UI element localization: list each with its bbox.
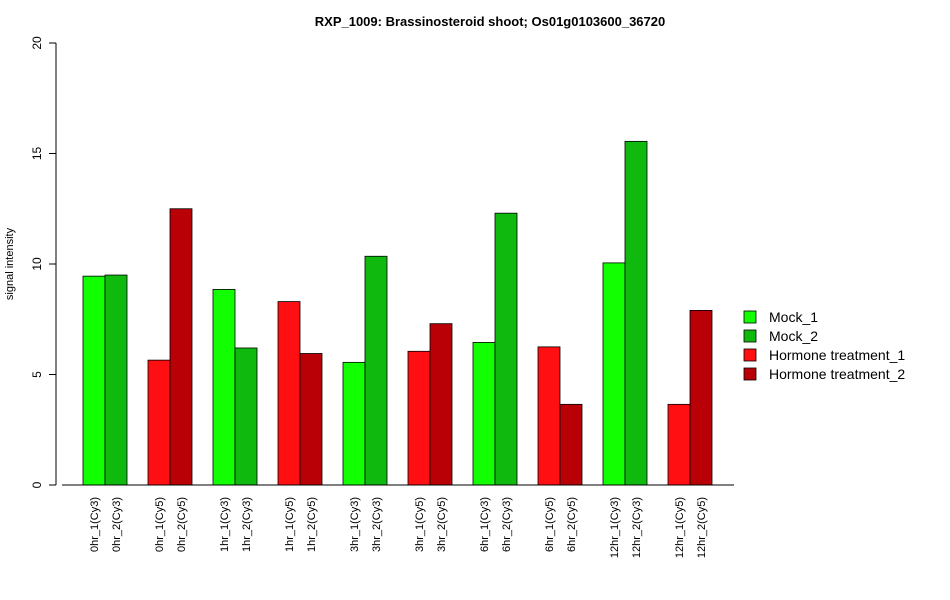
x-tick-label: 12hr_1(Cy5) [674, 497, 686, 558]
bar [472, 342, 496, 486]
bar [537, 346, 561, 486]
bar [559, 403, 583, 486]
bar [169, 208, 193, 486]
legend-swatch [743, 329, 757, 343]
bar [407, 350, 431, 486]
bar [342, 361, 366, 486]
x-tick-label: 12hr_2(Cy5) [696, 497, 708, 558]
x-tick-label: 3hr_2(Cy5) [436, 497, 448, 552]
bar [299, 353, 323, 486]
bar [104, 274, 128, 486]
x-tick-label: 0hr_2(Cy5) [176, 497, 188, 552]
x-tick-label: 3hr_1(Cy5) [414, 497, 426, 552]
category-labels: 0hr_1(Cy3) 0hr_2(Cy3) 0hr_1(Cy5) 0hr_2(Cy5)… [89, 497, 708, 558]
legend: Mock_1 Mock_2 Hormone treatment_1 Hormone t… [743, 309, 905, 382]
y-axis-label: signal intensity [4, 227, 16, 300]
x-tick-label: 0hr_1(Cy5) [154, 497, 166, 552]
bar [364, 255, 388, 486]
bar [624, 140, 648, 486]
bar [602, 262, 626, 486]
x-tick-label: 1hr_2(Cy3) [241, 497, 253, 552]
x-tick-label: 6hr_1(Cy5) [544, 497, 556, 552]
x-tick-label: 12hr_2(Cy3) [631, 497, 643, 558]
legend-label: Hormone treatment_1 [769, 347, 905, 363]
x-tick-label: 3hr_1(Cy3) [349, 497, 361, 552]
y-tick-label: 15 [30, 147, 44, 161]
legend-swatch [743, 348, 757, 362]
y-tick-label: 20 [30, 36, 44, 50]
x-tick-label: 12hr_1(Cy3) [609, 497, 621, 558]
x-tick-label: 1hr_1(Cy5) [284, 497, 296, 552]
x-tick-label: 3hr_2(Cy3) [371, 497, 383, 552]
bar [494, 212, 518, 486]
x-tick-label: 1hr_1(Cy3) [219, 497, 231, 552]
legend-swatch [743, 367, 757, 381]
legend-label: Hormone treatment_2 [769, 366, 905, 382]
y-tick-label: 0 [30, 481, 44, 488]
legend-label: Mock_2 [769, 328, 818, 344]
y-tick-label: 10 [30, 257, 44, 271]
bar [147, 359, 171, 486]
bar [277, 301, 301, 486]
bar [429, 323, 453, 486]
y-tick-label: 5 [30, 371, 44, 378]
chart-title: RXP_1009: Brassinosteroid shoot; Os01g01… [315, 14, 665, 29]
x-tick-label: 6hr_2(Cy3) [501, 497, 513, 552]
x-tick-label: 6hr_2(Cy5) [566, 497, 578, 552]
bar [689, 310, 713, 486]
x-tick-label: 6hr_1(Cy3) [479, 497, 491, 552]
legend-label: Mock_1 [769, 309, 818, 325]
bar [234, 347, 258, 486]
bar [212, 289, 236, 486]
legend-swatch [743, 310, 757, 324]
x-tick-label: 0hr_1(Cy3) [89, 497, 101, 552]
x-tick-label: 1hr_2(Cy5) [306, 497, 318, 552]
y-axis: 0 5 10 15 20 [30, 36, 57, 488]
bar [667, 403, 691, 486]
x-tick-label: 0hr_2(Cy3) [111, 497, 123, 552]
bars-group [82, 140, 713, 486]
bar [82, 275, 106, 486]
